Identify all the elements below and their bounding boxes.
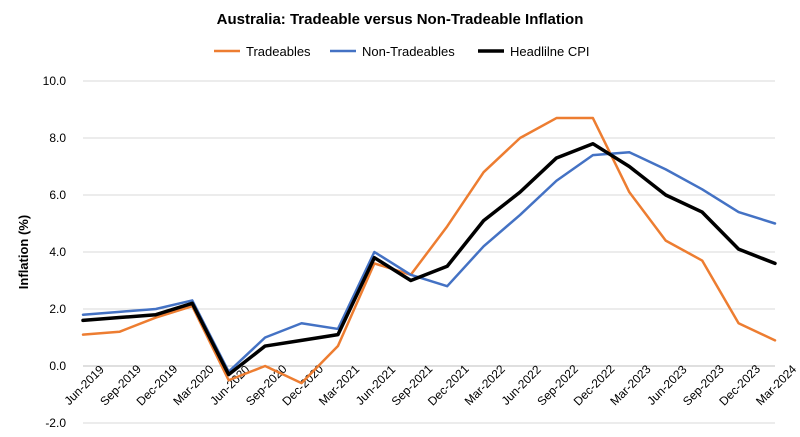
y-tick-label: -2.0 (45, 416, 66, 430)
y-tick-label: 0.0 (49, 359, 66, 373)
legend-label-non-tradeables: Non-Tradeables (362, 44, 455, 59)
y-tick-label: 10.0 (43, 74, 67, 88)
legend-item-tradeables: Tradeables (214, 44, 311, 59)
legend-item-headline-cpi: Headlilne CPI (478, 44, 590, 59)
y-axis-ticks: -2.0 0.0 2.0 4.0 6.0 8.0 10.0 (43, 74, 67, 430)
legend-label-tradeables: Tradeables (246, 44, 311, 59)
series-line-headlilne-cpi (81, 141, 777, 377)
series-lines (81, 116, 777, 385)
series-line-tradeables (81, 116, 777, 385)
y-tick-label: 2.0 (49, 302, 66, 316)
chart-title: Australia: Tradeable versus Non-Tradeabl… (217, 11, 584, 28)
x-axis-ticks: Jun-2019Sep-2019Dec-2019Mar-2020Jun-2020… (62, 362, 800, 409)
y-axis-label: Inflation (%) (16, 215, 31, 289)
y-tick-label: 4.0 (49, 245, 66, 259)
legend-label-headline-cpi: Headlilne CPI (510, 44, 590, 59)
series-line-non-tradeables (81, 151, 777, 373)
legend: Tradeables Non-Tradeables Headlilne CPI (214, 44, 590, 59)
legend-item-non-tradeables: Non-Tradeables (330, 44, 455, 59)
y-tick-label: 8.0 (49, 131, 66, 145)
y-tick-label: 6.0 (49, 188, 66, 202)
